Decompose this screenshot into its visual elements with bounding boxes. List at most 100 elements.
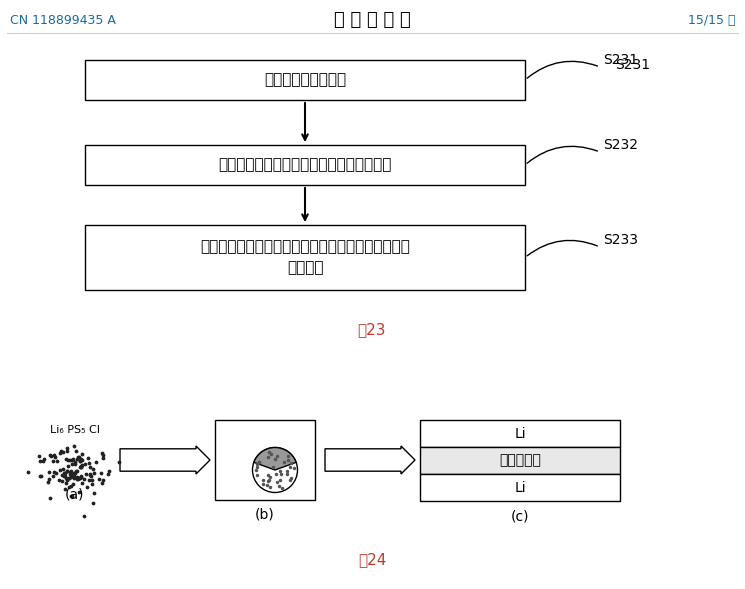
Point (74, 462, 86, 472)
Text: 形成掺杂硫化物材料: 形成掺杂硫化物材料 (264, 72, 346, 88)
Point (75, 471, 87, 481)
Point (113, 458, 125, 467)
Point (86, 479, 98, 488)
Point (75, 460, 87, 469)
Point (72, 475, 84, 484)
FancyBboxPatch shape (85, 145, 525, 185)
Point (53, 475, 65, 485)
Point (89, 457, 101, 466)
Point (69, 459, 81, 469)
Point (65, 492, 77, 501)
Point (34, 456, 46, 466)
Point (66, 459, 78, 469)
Point (95, 468, 107, 478)
Point (74, 461, 86, 471)
Point (49, 452, 61, 462)
Point (42, 477, 54, 487)
Point (42, 474, 54, 484)
Point (69, 441, 80, 451)
Point (72, 452, 84, 462)
Point (86, 471, 98, 481)
Point (66, 491, 77, 501)
Point (75, 462, 87, 472)
Text: (a): (a) (66, 488, 85, 502)
Point (54, 465, 66, 475)
Point (60, 466, 72, 475)
Text: 15/15 页: 15/15 页 (688, 14, 735, 27)
Point (88, 469, 100, 478)
Point (93, 474, 105, 484)
Text: S231: S231 (603, 53, 638, 67)
Point (67, 479, 79, 489)
Point (102, 469, 114, 479)
Point (65, 466, 77, 476)
Point (38, 454, 50, 464)
Point (87, 464, 99, 474)
Point (54, 449, 66, 458)
Point (96, 448, 108, 458)
Point (62, 455, 74, 465)
Point (69, 457, 80, 466)
Point (43, 493, 55, 502)
Point (48, 451, 60, 460)
Point (83, 458, 95, 468)
Wedge shape (254, 448, 297, 470)
Point (61, 475, 73, 485)
Point (43, 468, 55, 477)
Point (59, 484, 71, 494)
Text: (c): (c) (511, 509, 529, 523)
Point (75, 455, 87, 465)
Point (62, 443, 74, 452)
Bar (420, 420, 620, 447)
Point (74, 456, 86, 466)
Point (97, 451, 109, 460)
Point (63, 455, 75, 465)
Text: 图23: 图23 (358, 323, 386, 337)
Point (57, 447, 69, 456)
Point (65, 469, 77, 479)
Bar (420, 447, 620, 474)
Text: Li: Li (514, 481, 526, 495)
Point (69, 468, 80, 477)
Text: 说 明 书 附 图: 说 明 书 附 图 (334, 11, 410, 29)
Text: Li: Li (514, 426, 526, 441)
Point (37, 456, 49, 466)
Text: 图24: 图24 (358, 552, 386, 567)
Point (54, 446, 66, 455)
Point (66, 455, 77, 464)
Point (83, 462, 95, 472)
Point (75, 472, 87, 481)
Point (76, 478, 88, 488)
Point (69, 468, 80, 477)
Point (86, 498, 98, 507)
Text: Li₆ PS₅ CI: Li₆ PS₅ CI (50, 425, 100, 435)
FancyBboxPatch shape (85, 225, 525, 290)
Point (84, 470, 96, 479)
Point (70, 446, 82, 455)
Point (60, 478, 72, 487)
Point (71, 472, 83, 482)
Point (71, 455, 83, 464)
Circle shape (253, 448, 297, 492)
Point (65, 472, 77, 482)
Bar (420, 474, 620, 501)
Text: 利用掺杂硫化物材料形成硫化物固态电解质: 利用掺杂硫化物材料形成硫化物固态电解质 (218, 157, 392, 173)
Point (48, 471, 60, 481)
Text: S233: S233 (603, 233, 638, 247)
Point (45, 451, 57, 461)
Point (50, 468, 62, 478)
Point (57, 464, 69, 474)
Point (103, 466, 115, 475)
Point (86, 475, 98, 485)
Polygon shape (325, 446, 415, 474)
Point (71, 475, 83, 484)
Point (60, 471, 72, 481)
Point (34, 452, 45, 461)
Point (98, 454, 110, 463)
Point (71, 466, 83, 475)
Point (47, 456, 59, 466)
Point (80, 482, 92, 492)
Point (68, 471, 80, 481)
Point (58, 468, 70, 478)
Point (34, 471, 45, 481)
